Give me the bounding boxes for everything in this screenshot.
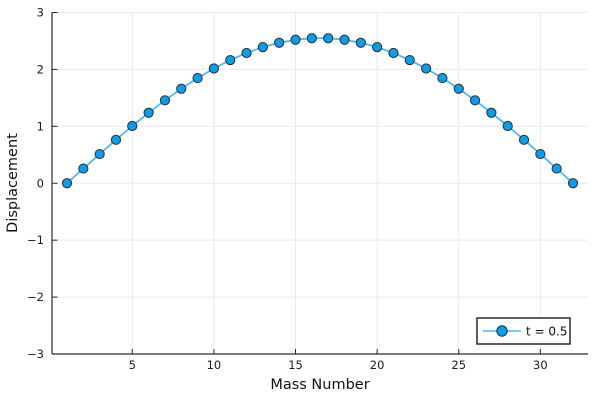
x-tick-label: 25 (451, 358, 466, 372)
data-point (502, 120, 513, 132)
y-tick-label: 3 (37, 6, 44, 20)
y-tick-label: −2 (27, 290, 44, 304)
data-point (78, 163, 89, 174)
data-point (192, 72, 203, 84)
data-point (469, 95, 481, 106)
y-tick-label: 0 (37, 176, 44, 190)
data-series (61, 33, 579, 189)
y-tick-label: 2 (37, 62, 44, 76)
data-point (437, 72, 448, 84)
data-point (355, 37, 366, 48)
data-point (127, 120, 138, 132)
x-tick-label: 10 (207, 358, 222, 372)
data-point (535, 148, 546, 160)
axes: 5 10 15 20 25 30 −3 −2 −1 0 1 2 3 (27, 6, 588, 372)
legend-marker-icon (496, 325, 508, 337)
y-axis-label: Displacement (5, 133, 21, 233)
legend: t = 0.5 (476, 317, 571, 345)
data-point (257, 42, 268, 53)
data-point (372, 42, 383, 53)
data-point (567, 178, 579, 189)
data-point (274, 37, 285, 48)
data-point (339, 34, 350, 45)
data-point (290, 34, 301, 45)
data-point (208, 63, 220, 74)
x-axis-label: Mass Number (270, 377, 369, 393)
data-point (453, 83, 464, 94)
y-tick-label: −3 (27, 347, 44, 361)
series-line (66, 37, 574, 185)
gridlines (52, 12, 588, 355)
data-point (159, 95, 171, 106)
legend-label: t = 0.5 (526, 325, 567, 339)
y-tick-label: 1 (37, 119, 44, 133)
x-tick-label: 5 (129, 358, 136, 372)
data-point (241, 47, 252, 59)
x-tick-label: 15 (288, 358, 303, 372)
data-point (143, 107, 154, 118)
data-point (61, 178, 73, 189)
x-tick-label: 20 (370, 358, 385, 372)
data-point (323, 33, 334, 44)
data-point (225, 54, 236, 66)
data-point (420, 63, 432, 74)
data-point (388, 47, 399, 59)
data-point (518, 134, 530, 145)
data-point (404, 54, 415, 66)
y-tick-label: −1 (27, 233, 44, 247)
data-point (94, 148, 105, 160)
data-point (306, 33, 317, 44)
data-point (486, 107, 497, 118)
x-tick-label: 30 (533, 358, 548, 372)
data-point (551, 163, 562, 174)
data-point (176, 83, 187, 94)
data-point (110, 134, 122, 145)
